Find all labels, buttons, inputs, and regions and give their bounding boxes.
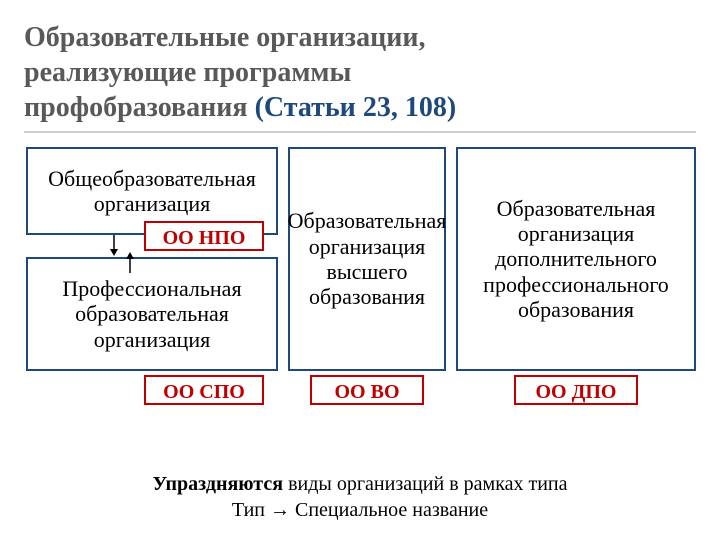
- title-line-3-accent: (Статьи 23, 108): [255, 92, 457, 123]
- title-line-2: реализующие программы: [24, 55, 696, 90]
- footnote-line-1: Упраздняются виды организаций в рамках т…: [24, 471, 696, 497]
- footnote-rest: виды организаций в рамках типа: [283, 473, 567, 495]
- title-underline: [24, 131, 696, 133]
- box-additional-prof-edu-org-text: Образовательная организация дополнительн…: [458, 196, 694, 322]
- box-prof-edu-org: Профессиональная образовательная организ…: [26, 257, 278, 371]
- title-line-1: Образовательные организации,: [24, 20, 696, 55]
- arrow-up-icon: [123, 251, 137, 273]
- box-additional-prof-edu-org: Образовательная организация дополнительн…: [456, 147, 696, 371]
- footnote-bold: Упраздняются: [152, 473, 283, 495]
- box-higher-edu-org: Образовательная организация высшего обра…: [288, 147, 446, 371]
- tag-oo-npo: ОО НПО: [144, 221, 264, 251]
- box-general-edu-org-text: Общеобразовательная организация: [28, 166, 276, 217]
- box-higher-edu-org-text: Образовательная организация высшего обра…: [288, 208, 447, 309]
- slide: Образовательные организации, реализующие…: [0, 0, 720, 540]
- title-line-3-plain: профобразования: [24, 92, 255, 123]
- tag-oo-dpo: ОО ДПО: [514, 375, 638, 405]
- tag-oo-vo: ОО ВО: [310, 375, 424, 405]
- box-prof-edu-org-text: Профессиональная образовательная организ…: [28, 276, 276, 352]
- footnote: Упраздняются виды организаций в рамках т…: [24, 471, 696, 523]
- tag-oo-spo: ОО СПО: [144, 375, 264, 405]
- arrow-down-icon: [107, 235, 121, 257]
- title-line-3: профобразования (Статьи 23, 108): [24, 90, 696, 125]
- title-block: Образовательные организации, реализующие…: [24, 20, 696, 133]
- diagram: Общеобразовательная организация Професси…: [24, 147, 696, 467]
- footnote-line-2: Тип → Специальное название: [24, 497, 696, 523]
